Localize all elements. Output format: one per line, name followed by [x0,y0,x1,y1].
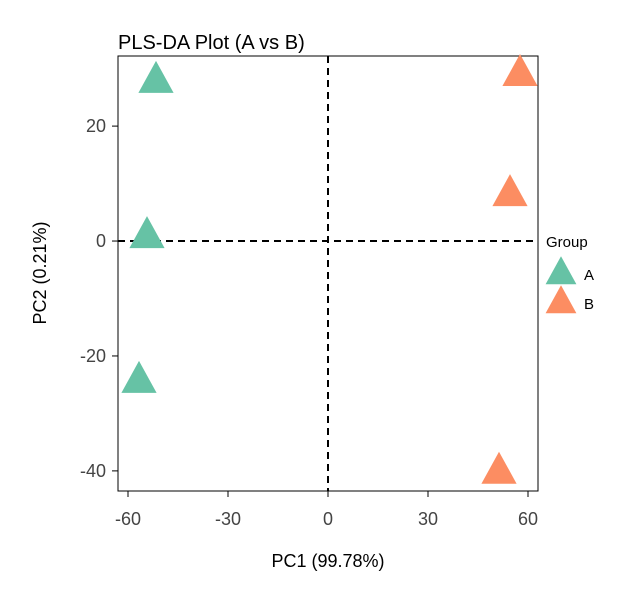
legend-marker-a [545,256,577,285]
y-tick-label: 20 [86,116,106,136]
x-tick-label: -30 [215,509,241,529]
x-tick-label: -60 [115,509,141,529]
data-point-b [492,174,528,207]
y-tick-label: -40 [80,461,106,481]
legend-title: Group [546,234,588,251]
legend-label-a: A [584,267,594,284]
x-axis-label: PC1 (99.78%) [271,551,384,571]
data-point-a [121,360,157,393]
data-point-b [502,54,538,87]
x-tick-label: 30 [418,509,438,529]
data-point-b [481,451,517,484]
legend-label-b: B [584,296,594,313]
data-point-a [129,216,165,249]
data-point-a [138,60,174,93]
x-tick-label: 60 [518,509,538,529]
y-axis-label: PC2 (0.21%) [30,221,50,324]
legend-marker-b [545,285,577,314]
x-tick-label: 0 [323,509,333,529]
y-tick-label: 0 [96,231,106,251]
y-tick-label: -20 [80,346,106,366]
chart-title: PLS-DA Plot (A vs B) [118,32,305,54]
